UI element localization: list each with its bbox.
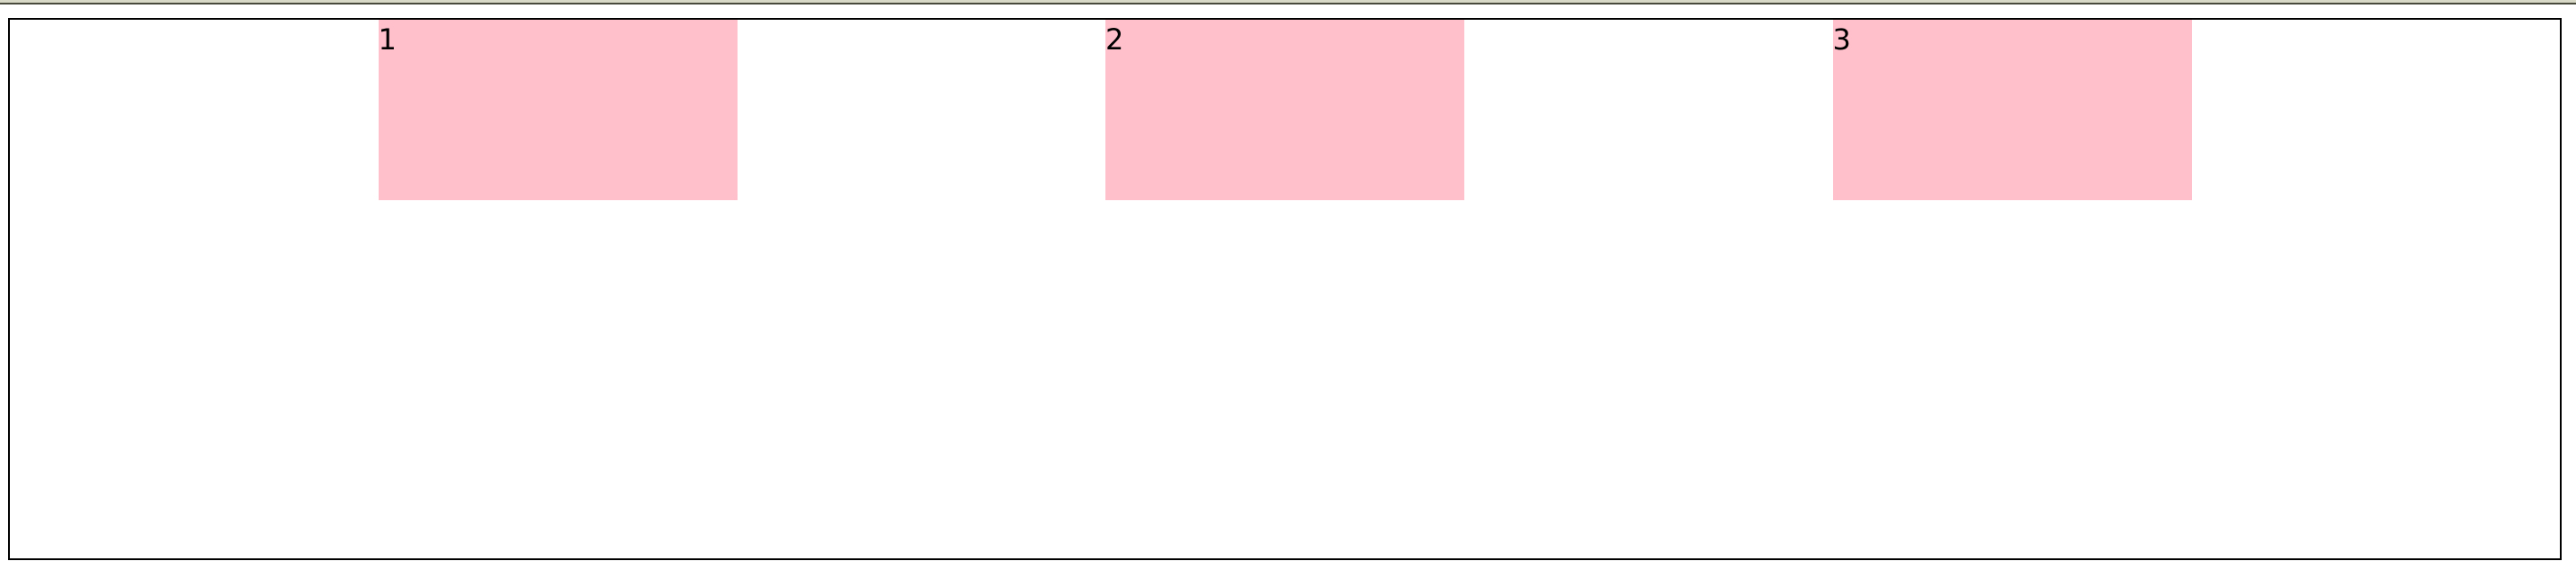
flex-item-label: 2 <box>1105 22 1124 57</box>
top-browser-bar <box>0 0 2576 4</box>
flex-item-3: 3 <box>1832 20 2192 200</box>
flex-item-label: 1 <box>378 22 397 57</box>
flex-container: 1 2 3 <box>8 18 2562 560</box>
flex-item-label: 3 <box>1832 22 1851 57</box>
flex-item-2: 2 <box>1105 20 1464 200</box>
flex-item-1: 1 <box>378 20 738 200</box>
